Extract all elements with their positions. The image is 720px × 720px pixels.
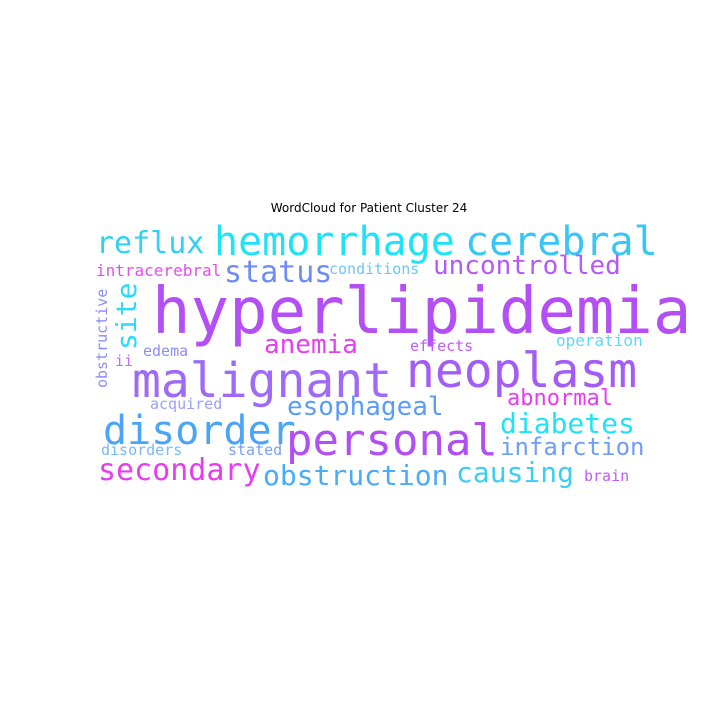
word-neoplasm: neoplasm [406, 343, 637, 399]
word-brain: brain [584, 467, 629, 485]
word-edema: edema [143, 342, 188, 360]
word-stated: stated [228, 441, 282, 459]
word-abnormal: abnormal [507, 386, 613, 411]
word-disorder: disorder [103, 408, 296, 454]
word-disorders: disorders [101, 441, 182, 459]
word-cerebral: cerebral [465, 219, 658, 265]
word-anemia: anemia [264, 330, 358, 360]
word-personal: personal [286, 415, 498, 466]
word-diabetes: diabetes [500, 407, 635, 440]
word-infarction: infarction [500, 433, 645, 461]
word-conditions: conditions [329, 260, 419, 278]
word-reflux: reflux [96, 226, 204, 261]
word-site: site [110, 283, 143, 350]
word-hemorrhage: hemorrhage [214, 219, 455, 265]
word-esophageal: esophageal [287, 392, 444, 422]
word-ii: ii [115, 352, 133, 370]
word-uncontrolled: uncontrolled [433, 251, 621, 281]
word-status: status [224, 255, 332, 290]
word-malignant: malignant [132, 353, 392, 409]
word-hyperlipidemia: hyperlipidemia [152, 275, 691, 349]
word-secondary: secondary [98, 453, 261, 488]
word-obstructive: obstructive [93, 289, 111, 388]
figure-title: WordCloud for Patient Cluster 24 [270, 201, 468, 215]
word-operation: operation [556, 331, 643, 350]
word-intracerebral: intracerebral [96, 261, 221, 280]
word-causing: causing [456, 456, 574, 489]
word-obstruction: obstruction [263, 459, 448, 492]
word-acquired: acquired [150, 395, 222, 413]
word-effects: effects [410, 337, 473, 355]
